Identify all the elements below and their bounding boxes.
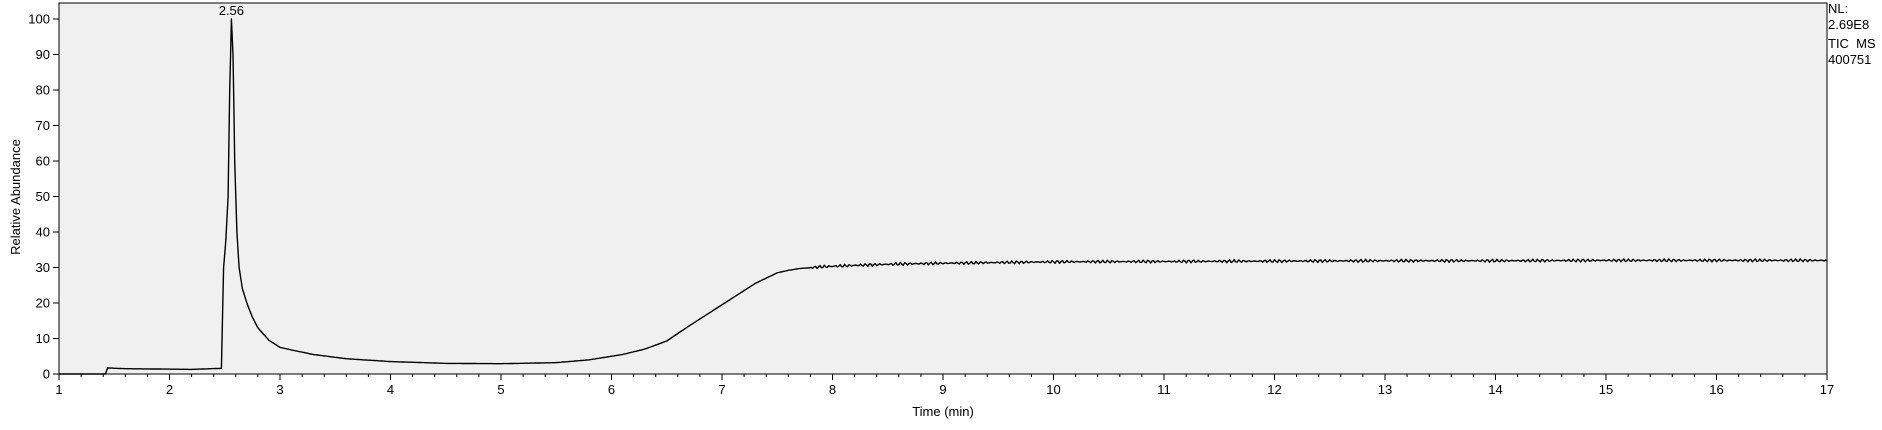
- y-tick-label: 50: [36, 189, 50, 204]
- x-tick-label: 16: [1709, 382, 1723, 397]
- x-tick-label: 5: [497, 382, 504, 397]
- x-tick-label: 8: [829, 382, 836, 397]
- peak-label: 2.56: [219, 3, 244, 18]
- x-tick-label: 9: [939, 382, 946, 397]
- plot-area: [58, 2, 1828, 375]
- nl-label: NL:: [1828, 1, 1848, 16]
- y-axis-title: Relative Abundance: [8, 139, 23, 255]
- y-tick-label: 40: [36, 225, 50, 240]
- x-tick-label: 15: [1599, 382, 1613, 397]
- x-tick-label: 2: [166, 382, 173, 397]
- y-tick-label: 90: [36, 47, 50, 62]
- tic-trace-line: [59, 18, 1828, 375]
- y-tick-label: 80: [36, 83, 50, 98]
- nl-value: 2.69E8: [1828, 17, 1869, 32]
- x-tick-label: 4: [387, 382, 394, 397]
- x-tick-label: 10: [1046, 382, 1060, 397]
- y-tick-label: 10: [36, 331, 50, 346]
- file-id: 400751: [1828, 52, 1871, 67]
- x-tick-label: 7: [718, 382, 725, 397]
- x-tick-label: 12: [1267, 382, 1281, 397]
- x-tick-label: 13: [1378, 382, 1392, 397]
- y-tick-label: 60: [36, 154, 50, 169]
- x-axis-title: Time (min): [912, 404, 974, 419]
- x-tick-label: 11: [1157, 382, 1171, 397]
- x-tick-label: 17: [1820, 382, 1834, 397]
- y-tick-label: 20: [36, 296, 50, 311]
- x-tick-label: 3: [276, 382, 283, 397]
- x-tick-label: 6: [608, 382, 615, 397]
- x-tick-label: 1: [55, 382, 62, 397]
- y-axis: 0 10 20 30 40 50 60 70 80 90 100: [28, 12, 59, 382]
- y-tick-label: 100: [28, 12, 50, 27]
- peak-labels: 2.56: [219, 3, 244, 18]
- y-tick-label: 70: [36, 118, 50, 133]
- y-tick-label: 30: [36, 260, 50, 275]
- x-axis: 1 2 3 4 5 6 7 8 9 10 11 12 13 14 15 16 17: [55, 374, 1834, 397]
- y-tick-label: 0: [43, 367, 50, 382]
- x-tick-label: 14: [1488, 382, 1502, 397]
- trace-type: TIC MS: [1828, 36, 1876, 51]
